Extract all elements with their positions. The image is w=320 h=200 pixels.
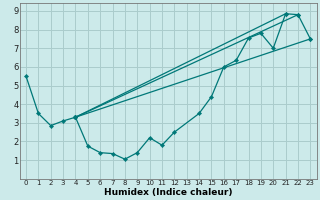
X-axis label: Humidex (Indice chaleur): Humidex (Indice chaleur) [104, 188, 232, 197]
